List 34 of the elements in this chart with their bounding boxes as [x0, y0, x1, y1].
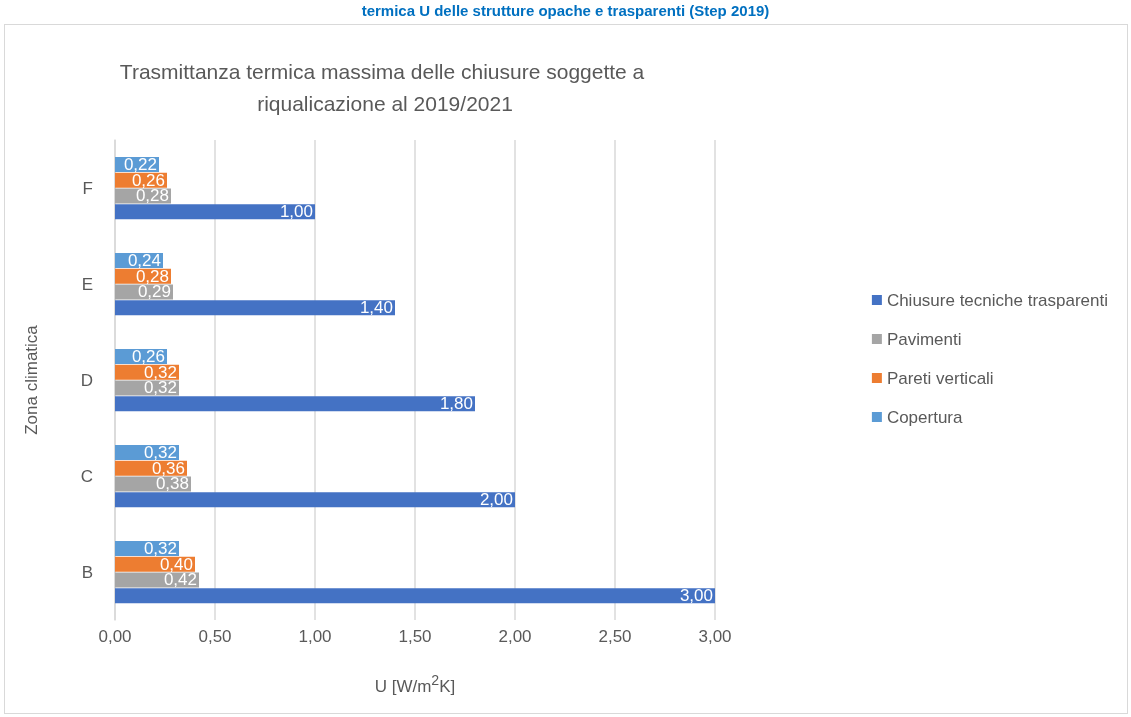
- data-label: 0,24: [127, 250, 161, 270]
- chart-title: Trasmittanza termica massima delle chiusure soggette a riqualicazione al 2019/2021: [119, 59, 651, 115]
- y-tick-label: F: [82, 178, 93, 198]
- x-tick-label: 0,50: [198, 627, 232, 646]
- data-label: 1,80: [439, 394, 473, 414]
- data-label: 0,22: [123, 154, 157, 174]
- x-tick-label: 1,50: [398, 627, 432, 646]
- x-tick-label: 2,50: [598, 627, 632, 646]
- bar: [115, 588, 715, 604]
- text: termica U delle strutture opache e trasparenti (Step 2019): [360, 2, 771, 19]
- x-tick-label: 2,00: [498, 627, 532, 646]
- legend-label: Pareti verticali: [886, 368, 994, 388]
- x-tick-label: 1,00: [298, 627, 332, 646]
- legend-label: Pavimenti: [886, 329, 962, 349]
- bar: [115, 492, 515, 508]
- y-tick-label: D: [80, 370, 93, 390]
- data-label: 0,26: [131, 346, 165, 366]
- data-label: 2,00: [479, 490, 513, 510]
- bar: [115, 300, 395, 316]
- x-tick-label: 3,00: [698, 627, 732, 646]
- bar: [115, 204, 315, 220]
- data-label: 1,40: [359, 298, 393, 318]
- legend-label: Chiusure tecniche trasparenti: [886, 290, 1109, 310]
- y-tick-label: C: [80, 466, 93, 486]
- data-label: 3,00: [679, 586, 713, 606]
- legend-label: Copertura: [886, 407, 964, 427]
- data-label: 1,00: [279, 202, 313, 222]
- y-tick-label: E: [81, 274, 93, 294]
- y-tick-label: B: [81, 562, 93, 582]
- data-label: 0,32: [143, 442, 177, 462]
- y-axis-title: Zona climatica: [22, 324, 41, 435]
- x-axis-title: U [W/m$^{2}$K]: [373, 672, 457, 697]
- bar: [115, 396, 475, 412]
- x-tick-label: 0,00: [98, 627, 132, 646]
